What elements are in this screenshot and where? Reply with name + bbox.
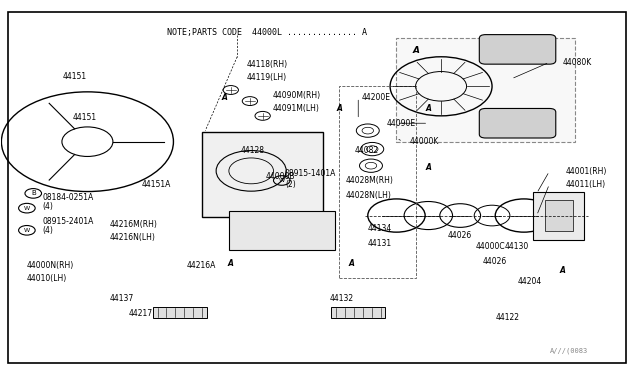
Text: A: A bbox=[412, 46, 419, 55]
Text: 44000B: 44000B bbox=[266, 172, 295, 181]
Text: 44200E: 44200E bbox=[362, 93, 390, 102]
FancyBboxPatch shape bbox=[229, 211, 335, 250]
Text: 44119(LH): 44119(LH) bbox=[246, 73, 287, 81]
Text: 44090E: 44090E bbox=[387, 119, 416, 128]
Text: A: A bbox=[426, 104, 431, 113]
FancyBboxPatch shape bbox=[479, 35, 556, 64]
Text: 44151A: 44151A bbox=[141, 180, 171, 189]
Text: (2): (2) bbox=[285, 180, 296, 189]
Text: 44000N(RH): 44000N(RH) bbox=[27, 261, 74, 270]
FancyBboxPatch shape bbox=[153, 307, 207, 318]
Text: (4): (4) bbox=[43, 202, 54, 211]
Text: 08184-0251A: 08184-0251A bbox=[43, 193, 94, 202]
Text: 44137: 44137 bbox=[109, 294, 134, 303]
Text: 44217: 44217 bbox=[129, 309, 153, 318]
Text: NOTE;PARTS CODE  44000L .............. A: NOTE;PARTS CODE 44000L .............. A bbox=[167, 28, 367, 37]
Text: 44151: 44151 bbox=[63, 72, 87, 81]
Text: 44091M(LH): 44091M(LH) bbox=[272, 104, 319, 113]
Text: W: W bbox=[278, 178, 285, 183]
Text: 44001(RH): 44001(RH) bbox=[565, 167, 607, 176]
Text: 44028M(RH): 44028M(RH) bbox=[346, 176, 394, 185]
Text: 44132: 44132 bbox=[330, 294, 354, 303]
Text: 44118(RH): 44118(RH) bbox=[246, 60, 288, 69]
FancyBboxPatch shape bbox=[545, 200, 573, 231]
Text: B: B bbox=[31, 190, 36, 196]
Text: 44000K: 44000K bbox=[409, 137, 438, 146]
Text: A: A bbox=[559, 266, 565, 275]
Text: (4): (4) bbox=[43, 226, 54, 235]
Text: 44131: 44131 bbox=[368, 239, 392, 248]
Text: 44216A: 44216A bbox=[186, 261, 216, 270]
Text: 44130: 44130 bbox=[505, 243, 529, 251]
Text: A///(0083: A///(0083 bbox=[549, 347, 588, 353]
Text: A: A bbox=[221, 93, 227, 102]
Text: 44204: 44204 bbox=[518, 278, 542, 286]
Text: 44010(LH): 44010(LH) bbox=[27, 274, 67, 283]
Text: A: A bbox=[349, 259, 355, 268]
Text: 44000C: 44000C bbox=[476, 243, 506, 251]
Text: A: A bbox=[228, 259, 234, 268]
FancyBboxPatch shape bbox=[202, 132, 323, 217]
Text: 44216N(LH): 44216N(LH) bbox=[109, 233, 156, 242]
FancyBboxPatch shape bbox=[332, 307, 385, 318]
Text: A: A bbox=[426, 163, 431, 172]
Text: A: A bbox=[336, 104, 342, 113]
Text: 08915-2401A: 08915-2401A bbox=[43, 217, 94, 225]
Text: 44082: 44082 bbox=[355, 147, 379, 155]
Text: 08915-1401A: 08915-1401A bbox=[285, 169, 337, 177]
Text: 44026: 44026 bbox=[447, 231, 472, 240]
Text: 44151: 44151 bbox=[72, 113, 96, 122]
Text: 44090M(RH): 44090M(RH) bbox=[272, 91, 321, 100]
Text: 44128: 44128 bbox=[241, 147, 264, 155]
Text: 44028N(LH): 44028N(LH) bbox=[346, 191, 392, 200]
Text: 44216M(RH): 44216M(RH) bbox=[109, 220, 157, 229]
FancyBboxPatch shape bbox=[479, 109, 556, 138]
Text: 44122: 44122 bbox=[495, 312, 519, 321]
Text: 44026: 44026 bbox=[483, 257, 507, 266]
Text: 44080K: 44080K bbox=[562, 58, 591, 67]
FancyBboxPatch shape bbox=[396, 38, 575, 142]
Text: W: W bbox=[24, 206, 30, 211]
Text: 44134: 44134 bbox=[368, 224, 392, 233]
Text: W: W bbox=[24, 228, 30, 233]
Text: 44011(LH): 44011(LH) bbox=[565, 180, 605, 189]
FancyBboxPatch shape bbox=[534, 192, 584, 240]
